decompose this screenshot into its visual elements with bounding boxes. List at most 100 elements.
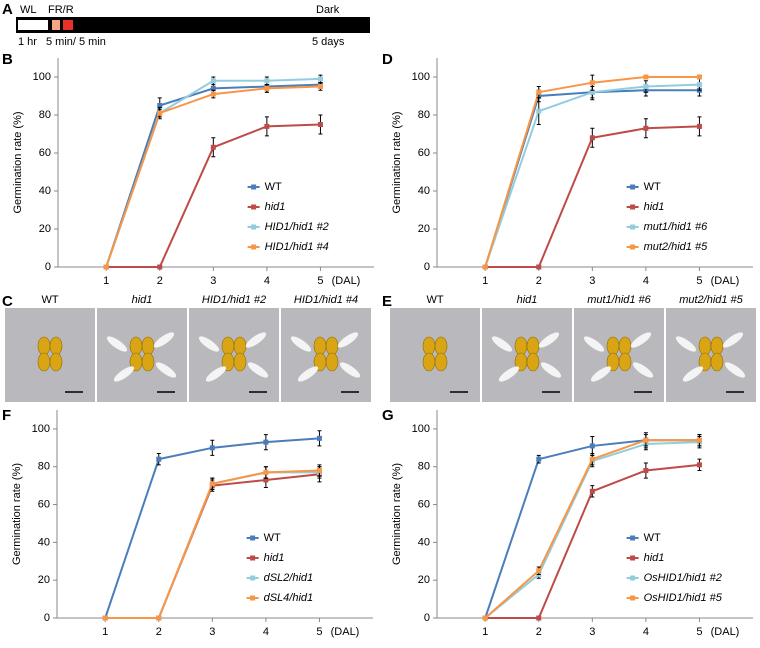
point [156, 615, 162, 621]
seed [49, 336, 63, 356]
photo [574, 308, 664, 402]
x-axis-label: (DAL) [711, 626, 740, 638]
x-tick-label: 1 [482, 626, 488, 638]
seed [422, 336, 436, 356]
photo-label: mut1/hid1 #6 [587, 294, 651, 306]
photo [97, 308, 187, 402]
seed [698, 336, 712, 356]
panel-label: G [382, 407, 394, 424]
y-tick-label: 100 [33, 71, 51, 83]
legend-label: hid1 [644, 201, 665, 213]
timeline-label: FR/R [48, 4, 74, 16]
x-tick-label: 2 [157, 275, 163, 287]
x-tick-label: 5 [317, 275, 323, 287]
y-tick-label: 0 [44, 612, 50, 624]
point [696, 74, 702, 80]
point [482, 264, 488, 270]
point [696, 82, 702, 88]
point [536, 264, 542, 270]
seed [710, 352, 724, 372]
seed [233, 336, 247, 356]
seedling [540, 362, 562, 378]
x-tick-label: 2 [156, 626, 162, 638]
point [264, 78, 270, 84]
panel-label: D [382, 51, 393, 68]
point [316, 468, 322, 474]
legend-label: dSL4/hid1 [264, 592, 314, 604]
series-line [484, 83, 700, 268]
seedling [538, 332, 560, 348]
legend-marker [630, 535, 636, 541]
point [696, 123, 702, 129]
point [316, 435, 322, 441]
point [482, 615, 488, 621]
y-tick-label: 100 [412, 71, 430, 83]
legend-label: HID1/hid1 #2 [265, 221, 329, 233]
legend-marker [630, 224, 636, 230]
legend-marker [251, 244, 257, 250]
seed [434, 336, 448, 356]
seed [526, 336, 540, 356]
y-tick-label: 0 [424, 261, 430, 273]
seedling [675, 336, 697, 352]
point [536, 568, 542, 574]
point [209, 481, 215, 487]
seedling [632, 362, 654, 378]
y-tick-label: 40 [418, 536, 430, 548]
point [589, 488, 595, 494]
point [102, 615, 108, 621]
point [589, 456, 595, 462]
photo [482, 308, 572, 402]
y-tick-label: 60 [418, 147, 430, 159]
point [643, 125, 649, 131]
point [696, 437, 702, 443]
point [264, 123, 270, 129]
point [696, 462, 702, 468]
y-tick-label: 40 [38, 536, 50, 548]
y-tick-label: 20 [418, 223, 430, 235]
legend-marker [250, 535, 256, 541]
timeline-duration: 5 min/ 5 min [46, 36, 106, 48]
photo [281, 308, 371, 402]
seed [37, 352, 51, 372]
legend-marker [630, 575, 636, 581]
legend-marker [630, 555, 636, 561]
legend-marker [250, 575, 256, 581]
timeline-bar [16, 17, 370, 33]
seed [325, 352, 339, 372]
seedling [290, 336, 312, 352]
x-axis-label: (DAL) [331, 626, 360, 638]
seedling [297, 366, 319, 382]
point [210, 85, 216, 91]
y-tick-label: 80 [418, 461, 430, 473]
legend-marker [250, 595, 256, 601]
point [210, 78, 216, 84]
legend-label: HID1/hid1 #4 [265, 241, 329, 253]
y-tick-label: 100 [32, 423, 50, 435]
seedling [205, 366, 227, 382]
seedling [583, 336, 605, 352]
seedling [724, 362, 746, 378]
x-tick-label: 3 [589, 626, 595, 638]
point [317, 76, 323, 82]
legend-marker [251, 204, 257, 210]
timeline-duration: 1 hr [18, 36, 37, 48]
timeline-label: Dark [316, 4, 340, 16]
panel-label: B [2, 51, 13, 68]
point [157, 103, 163, 108]
seedling [630, 332, 652, 348]
seed [434, 352, 448, 372]
seed [37, 336, 51, 356]
x-tick-label: 1 [103, 275, 109, 287]
y-tick-label: 60 [418, 498, 430, 510]
photo-label: mut2/hid1 #5 [679, 294, 743, 306]
point [103, 264, 109, 270]
legend-marker [250, 555, 256, 561]
point [210, 91, 216, 97]
y-tick-label: 0 [45, 261, 51, 273]
x-tick-label: 3 [210, 275, 216, 287]
panel-label: C [2, 293, 13, 310]
legend-label: WT [265, 181, 282, 193]
photos: WT hid1 HID1/hid1 #2 HID1/hid1 #4 WT hid1 mut1… [5, 294, 756, 402]
